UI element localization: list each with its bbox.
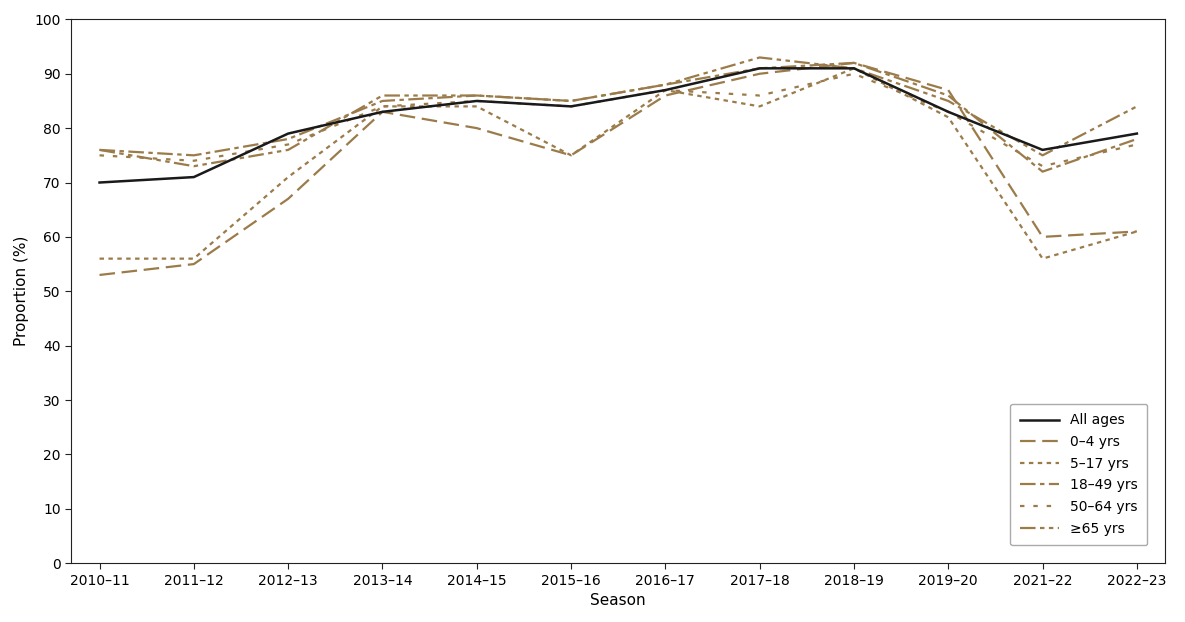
Legend: All ages, 0–4 yrs, 5–17 yrs, 18–49 yrs, 50–64 yrs, ≥65 yrs: All ages, 0–4 yrs, 5–17 yrs, 18–49 yrs, … <box>1010 404 1147 545</box>
X-axis label: Season: Season <box>590 593 646 608</box>
Y-axis label: Proportion (%): Proportion (%) <box>14 236 28 346</box>
